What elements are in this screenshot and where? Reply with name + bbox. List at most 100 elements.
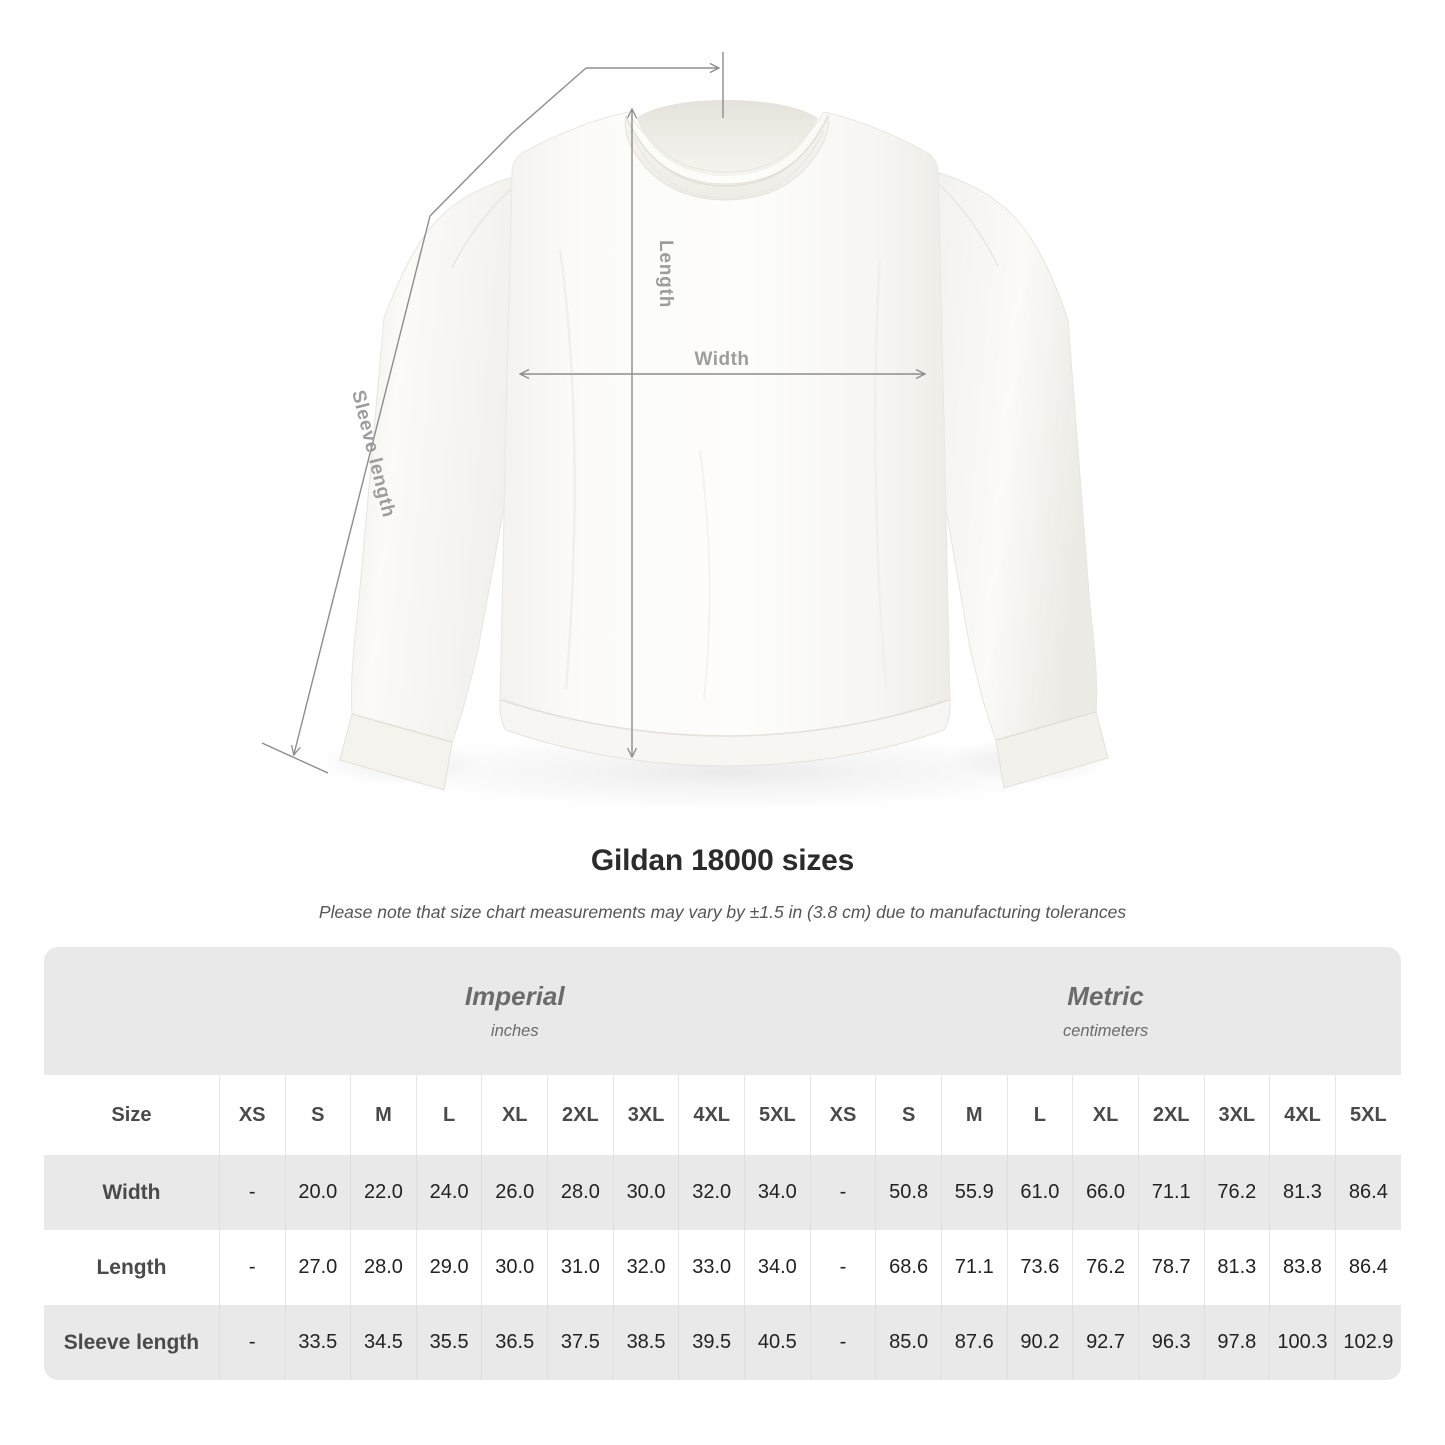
cell-sleeve-cm-s: 85.0 (875, 1305, 942, 1380)
size-header-metric-3xl: 3XL (1203, 1075, 1270, 1155)
unit-sub-imperial: inches (490, 1021, 539, 1040)
unit-name-imperial: Imperial (464, 981, 565, 1012)
cell-width-in-4xl: 32.0 (678, 1155, 745, 1230)
size-header-imperial-5xl: 5XL (744, 1075, 811, 1155)
cell-sleeve-in-5xl: 40.5 (744, 1305, 811, 1380)
right-cuff-seam (995, 711, 1097, 741)
cell-length-cm-3xl: 81.3 (1203, 1230, 1270, 1305)
fabric-fold-3 (699, 449, 711, 701)
size-chart-table: Imperial inches Metric centimeters Size … (44, 947, 1401, 1380)
size-header-metric-l: L (1006, 1075, 1073, 1155)
size-header-imperial-xs: XS (218, 1075, 286, 1155)
sleeve-measure-line (294, 215, 431, 754)
size-header-imperial-s: S (284, 1075, 351, 1155)
cell-sleeve-cm-2xl: 96.3 (1137, 1305, 1204, 1380)
title-block: Gildan 18000 sizes Please note that size… (0, 843, 1445, 924)
cell-width-in-5xl: 34.0 (744, 1155, 811, 1230)
size-header-metric-xl: XL (1072, 1075, 1139, 1155)
tolerance-note: Please note that size chart measurements… (318, 902, 1127, 922)
row-label-length: Length (44, 1230, 220, 1305)
cell-length-cm-5xl: 86.4 (1334, 1230, 1401, 1305)
unit-sub-metric: centimeters (1062, 1021, 1149, 1040)
unit-banner-spacer (44, 947, 220, 1075)
unit-banner-imperial: Imperial inches (219, 947, 811, 1075)
fabric-fold-1 (558, 249, 576, 691)
sweatshirt-illustration: Length Width Sleeve length (261, 52, 1120, 814)
garment-shadow (340, 730, 1120, 814)
cell-width-in-3xl: 30.0 (612, 1155, 679, 1230)
cell-width-cm-5xl: 86.4 (1334, 1155, 1401, 1230)
size-header-imperial-l: L (415, 1075, 482, 1155)
cell-width-cm-l: 61.0 (1006, 1155, 1073, 1230)
cell-width-cm-s: 50.8 (875, 1155, 942, 1230)
neck-opening (636, 100, 818, 176)
cell-length-in-4xl: 33.0 (678, 1230, 745, 1305)
cell-width-in-s: 20.0 (284, 1155, 351, 1230)
size-header-metric-m: M (940, 1075, 1008, 1155)
cell-sleeve-cm-5xl: 102.9 (1334, 1305, 1401, 1380)
unit-name-metric: Metric (1067, 981, 1144, 1012)
page-title: Gildan 18000 sizes (590, 844, 855, 877)
fabric-fold-2 (873, 259, 888, 689)
length-label: Length (655, 240, 676, 308)
size-header-imperial-2xl: 2XL (547, 1075, 614, 1155)
size-header-imperial-xl: XL (481, 1075, 548, 1155)
garment-measurement-diagram: Length Width Sleeve length (261, 52, 1120, 814)
cell-width-in-2xl: 28.0 (547, 1155, 614, 1230)
collar-rib (624, 114, 829, 201)
table-row: Sleeve length - 33.5 34.5 35.5 36.5 37.5… (44, 1305, 1401, 1380)
cell-sleeve-in-xl: 36.5 (481, 1305, 548, 1380)
cell-length-in-xs: - (218, 1230, 286, 1305)
size-header-label: Size (44, 1075, 220, 1155)
cell-width-cm-3xl: 76.2 (1203, 1155, 1270, 1230)
cell-length-cm-4xl: 83.8 (1269, 1230, 1336, 1305)
cell-width-cm-xl: 66.0 (1072, 1155, 1139, 1230)
collar-outer-edge (625, 115, 829, 187)
unit-banner-row: Imperial inches Metric centimeters (44, 947, 1401, 1075)
cell-width-cm-4xl: 81.3 (1269, 1155, 1336, 1230)
cell-sleeve-in-xs: - (218, 1305, 286, 1380)
cell-length-in-xl: 30.0 (481, 1230, 548, 1305)
cell-length-cm-l: 73.6 (1006, 1230, 1073, 1305)
cell-length-in-m: 28.0 (350, 1230, 417, 1305)
cell-length-in-s: 27.0 (284, 1230, 351, 1305)
size-header-metric-2xl: 2XL (1137, 1075, 1204, 1155)
size-header-imperial-4xl: 4XL (678, 1075, 745, 1155)
cell-length-in-5xl: 34.0 (744, 1230, 811, 1305)
cell-length-in-2xl: 31.0 (547, 1230, 614, 1305)
table-row: Width - 20.0 22.0 24.0 26.0 28.0 30.0 32… (44, 1155, 1401, 1230)
neck-stitch-line (629, 129, 825, 199)
cell-length-cm-xl: 76.2 (1072, 1230, 1139, 1305)
left-cuff-seam (351, 713, 453, 743)
cell-length-cm-m: 71.1 (940, 1230, 1008, 1305)
size-header-imperial-m: M (350, 1075, 417, 1155)
cell-width-cm-xs: - (809, 1155, 876, 1230)
table-row: Length - 27.0 28.0 29.0 30.0 31.0 32.0 3… (44, 1230, 1401, 1305)
size-header-metric-s: S (875, 1075, 942, 1155)
size-header-metric-4xl: 4XL (1269, 1075, 1336, 1155)
cell-length-in-l: 29.0 (415, 1230, 482, 1305)
cell-length-in-3xl: 32.0 (612, 1230, 679, 1305)
size-header-row: Size XS S M L XL 2XL 3XL 4XL 5XL XS S M … (44, 1075, 1401, 1155)
cell-sleeve-cm-xs: - (809, 1305, 876, 1380)
cell-sleeve-in-3xl: 38.5 (612, 1305, 679, 1380)
size-header-metric-xs: XS (809, 1075, 876, 1155)
cell-width-in-xs: - (218, 1155, 286, 1230)
sleeve-endpoint-tick-bottom (261, 742, 329, 774)
cell-sleeve-cm-3xl: 97.8 (1203, 1305, 1270, 1380)
width-label: Width (694, 349, 749, 370)
cell-length-cm-2xl: 78.7 (1137, 1230, 1204, 1305)
cell-sleeve-in-s: 33.5 (284, 1305, 351, 1380)
cell-sleeve-cm-m: 87.6 (940, 1305, 1008, 1380)
unit-banner-metric: Metric centimeters (810, 947, 1401, 1075)
cell-length-cm-s: 68.6 (875, 1230, 942, 1305)
cell-width-in-l: 24.0 (415, 1155, 482, 1230)
hem-seam-line (501, 699, 949, 737)
cell-width-cm-m: 55.9 (940, 1155, 1008, 1230)
cell-sleeve-in-4xl: 39.5 (678, 1305, 745, 1380)
cell-width-in-xl: 26.0 (481, 1155, 548, 1230)
cell-width-in-m: 22.0 (350, 1155, 417, 1230)
size-header-metric-5xl: 5XL (1334, 1075, 1401, 1155)
cell-width-cm-2xl: 71.1 (1137, 1155, 1204, 1230)
cell-length-cm-xs: - (809, 1230, 876, 1305)
